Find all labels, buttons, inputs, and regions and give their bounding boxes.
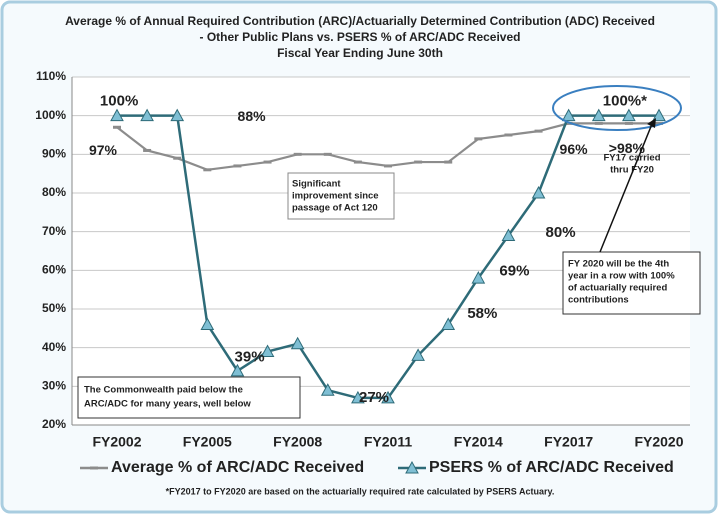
marker <box>441 317 456 330</box>
marker <box>293 152 302 156</box>
data-label: 27% <box>359 389 389 406</box>
data-label: 69% <box>499 263 529 280</box>
y-tick-label: 70% <box>42 224 66 238</box>
chart-title: Average % of Annual Required Contributio… <box>65 14 655 28</box>
annotation: The Commonwealth paid below the <box>84 385 243 396</box>
marker <box>143 148 152 152</box>
highlight-ellipse <box>552 85 682 131</box>
legend-marker <box>405 460 419 474</box>
annotation: FY 2020 will be the 4th <box>568 259 669 270</box>
annotation-box <box>77 376 301 419</box>
legend-label: PSERS % of ARC/ADC Received <box>429 459 674 476</box>
marker <box>501 228 516 242</box>
x-tick-label: FY2017 <box>544 434 593 450</box>
annotation-box <box>287 172 395 220</box>
x-tick-label: FY2014 <box>454 434 503 450</box>
x-tick-label: FY2011 <box>364 434 412 450</box>
marker <box>594 121 603 125</box>
x-tick-label: FY2008 <box>273 434 322 450</box>
data-label: 80% <box>546 224 576 241</box>
marker <box>655 121 663 125</box>
marker <box>474 137 483 141</box>
legend-marker <box>90 466 98 470</box>
footnote: *FY2017 to FY2020 are based on the actua… <box>166 486 555 496</box>
data-label: 100% <box>100 93 138 110</box>
marker <box>230 363 245 377</box>
y-tick-label: 80% <box>42 185 66 199</box>
x-tick-label: FY2005 <box>183 434 232 450</box>
marker <box>110 108 124 122</box>
data-label: >98% <box>609 140 646 156</box>
annotation: improvement since <box>292 191 379 202</box>
marker <box>233 164 242 168</box>
marker <box>260 344 275 358</box>
marker <box>622 108 636 122</box>
annotation: year in a row with 100% <box>568 271 675 282</box>
marker <box>203 168 212 172</box>
annotation: of actuarially required <box>568 283 667 294</box>
marker <box>140 108 154 122</box>
marker <box>624 121 633 125</box>
marker <box>323 152 332 156</box>
y-tick-label: 100% <box>35 108 66 122</box>
marker <box>444 160 453 164</box>
marker <box>113 125 121 129</box>
legend-label: Average % of ARC/ADC Received <box>111 459 364 476</box>
data-label: 39% <box>235 349 265 366</box>
marker <box>384 164 392 168</box>
marker <box>591 108 606 122</box>
marker <box>200 317 215 330</box>
marker <box>170 108 185 122</box>
annotation: passage of Act 120 <box>292 203 378 214</box>
marker <box>290 336 305 350</box>
y-tick-label: 30% <box>42 379 66 393</box>
marker <box>471 271 486 284</box>
marker <box>414 160 423 164</box>
annotation: FY17 carried <box>603 153 660 164</box>
plot-area <box>72 77 690 425</box>
x-tick-label: FY2002 <box>92 434 141 450</box>
data-label: 88% <box>238 108 267 124</box>
marker <box>263 160 272 164</box>
y-tick-label: 110% <box>36 69 66 83</box>
x-tick-label: FY2020 <box>634 434 683 450</box>
annotation: ARC/ADC for many years, well below <box>84 399 251 410</box>
marker <box>353 160 362 164</box>
marker <box>351 390 365 404</box>
y-tick-label: 50% <box>42 301 66 315</box>
annotation: Significant <box>292 179 341 190</box>
marker <box>561 108 576 122</box>
arrow <box>599 123 653 253</box>
data-label: 58% <box>467 305 497 322</box>
marker <box>652 108 666 122</box>
marker <box>320 383 335 396</box>
marker <box>381 390 395 404</box>
y-tick-label: 40% <box>42 340 66 354</box>
marker <box>534 129 543 133</box>
chart-title: Fiscal Year Ending June 30th <box>277 46 443 60</box>
marker <box>411 348 425 361</box>
chart-title: - Other Public Plans vs. PSERS % of ARC/… <box>200 30 521 44</box>
annotation: contributions <box>568 295 629 306</box>
marker <box>531 185 546 199</box>
marker <box>504 133 513 137</box>
arrow-head <box>647 118 656 128</box>
data-label: 100%* <box>603 93 647 110</box>
y-tick-label: 60% <box>42 263 66 277</box>
y-tick-label: 20% <box>42 417 66 431</box>
annotation-box <box>562 251 701 315</box>
annotation: thru FY20 <box>610 165 654 176</box>
y-tick-label: 90% <box>42 147 66 161</box>
marker <box>173 156 182 160</box>
data-label: 97% <box>89 142 118 158</box>
data-label: 96% <box>560 141 589 157</box>
